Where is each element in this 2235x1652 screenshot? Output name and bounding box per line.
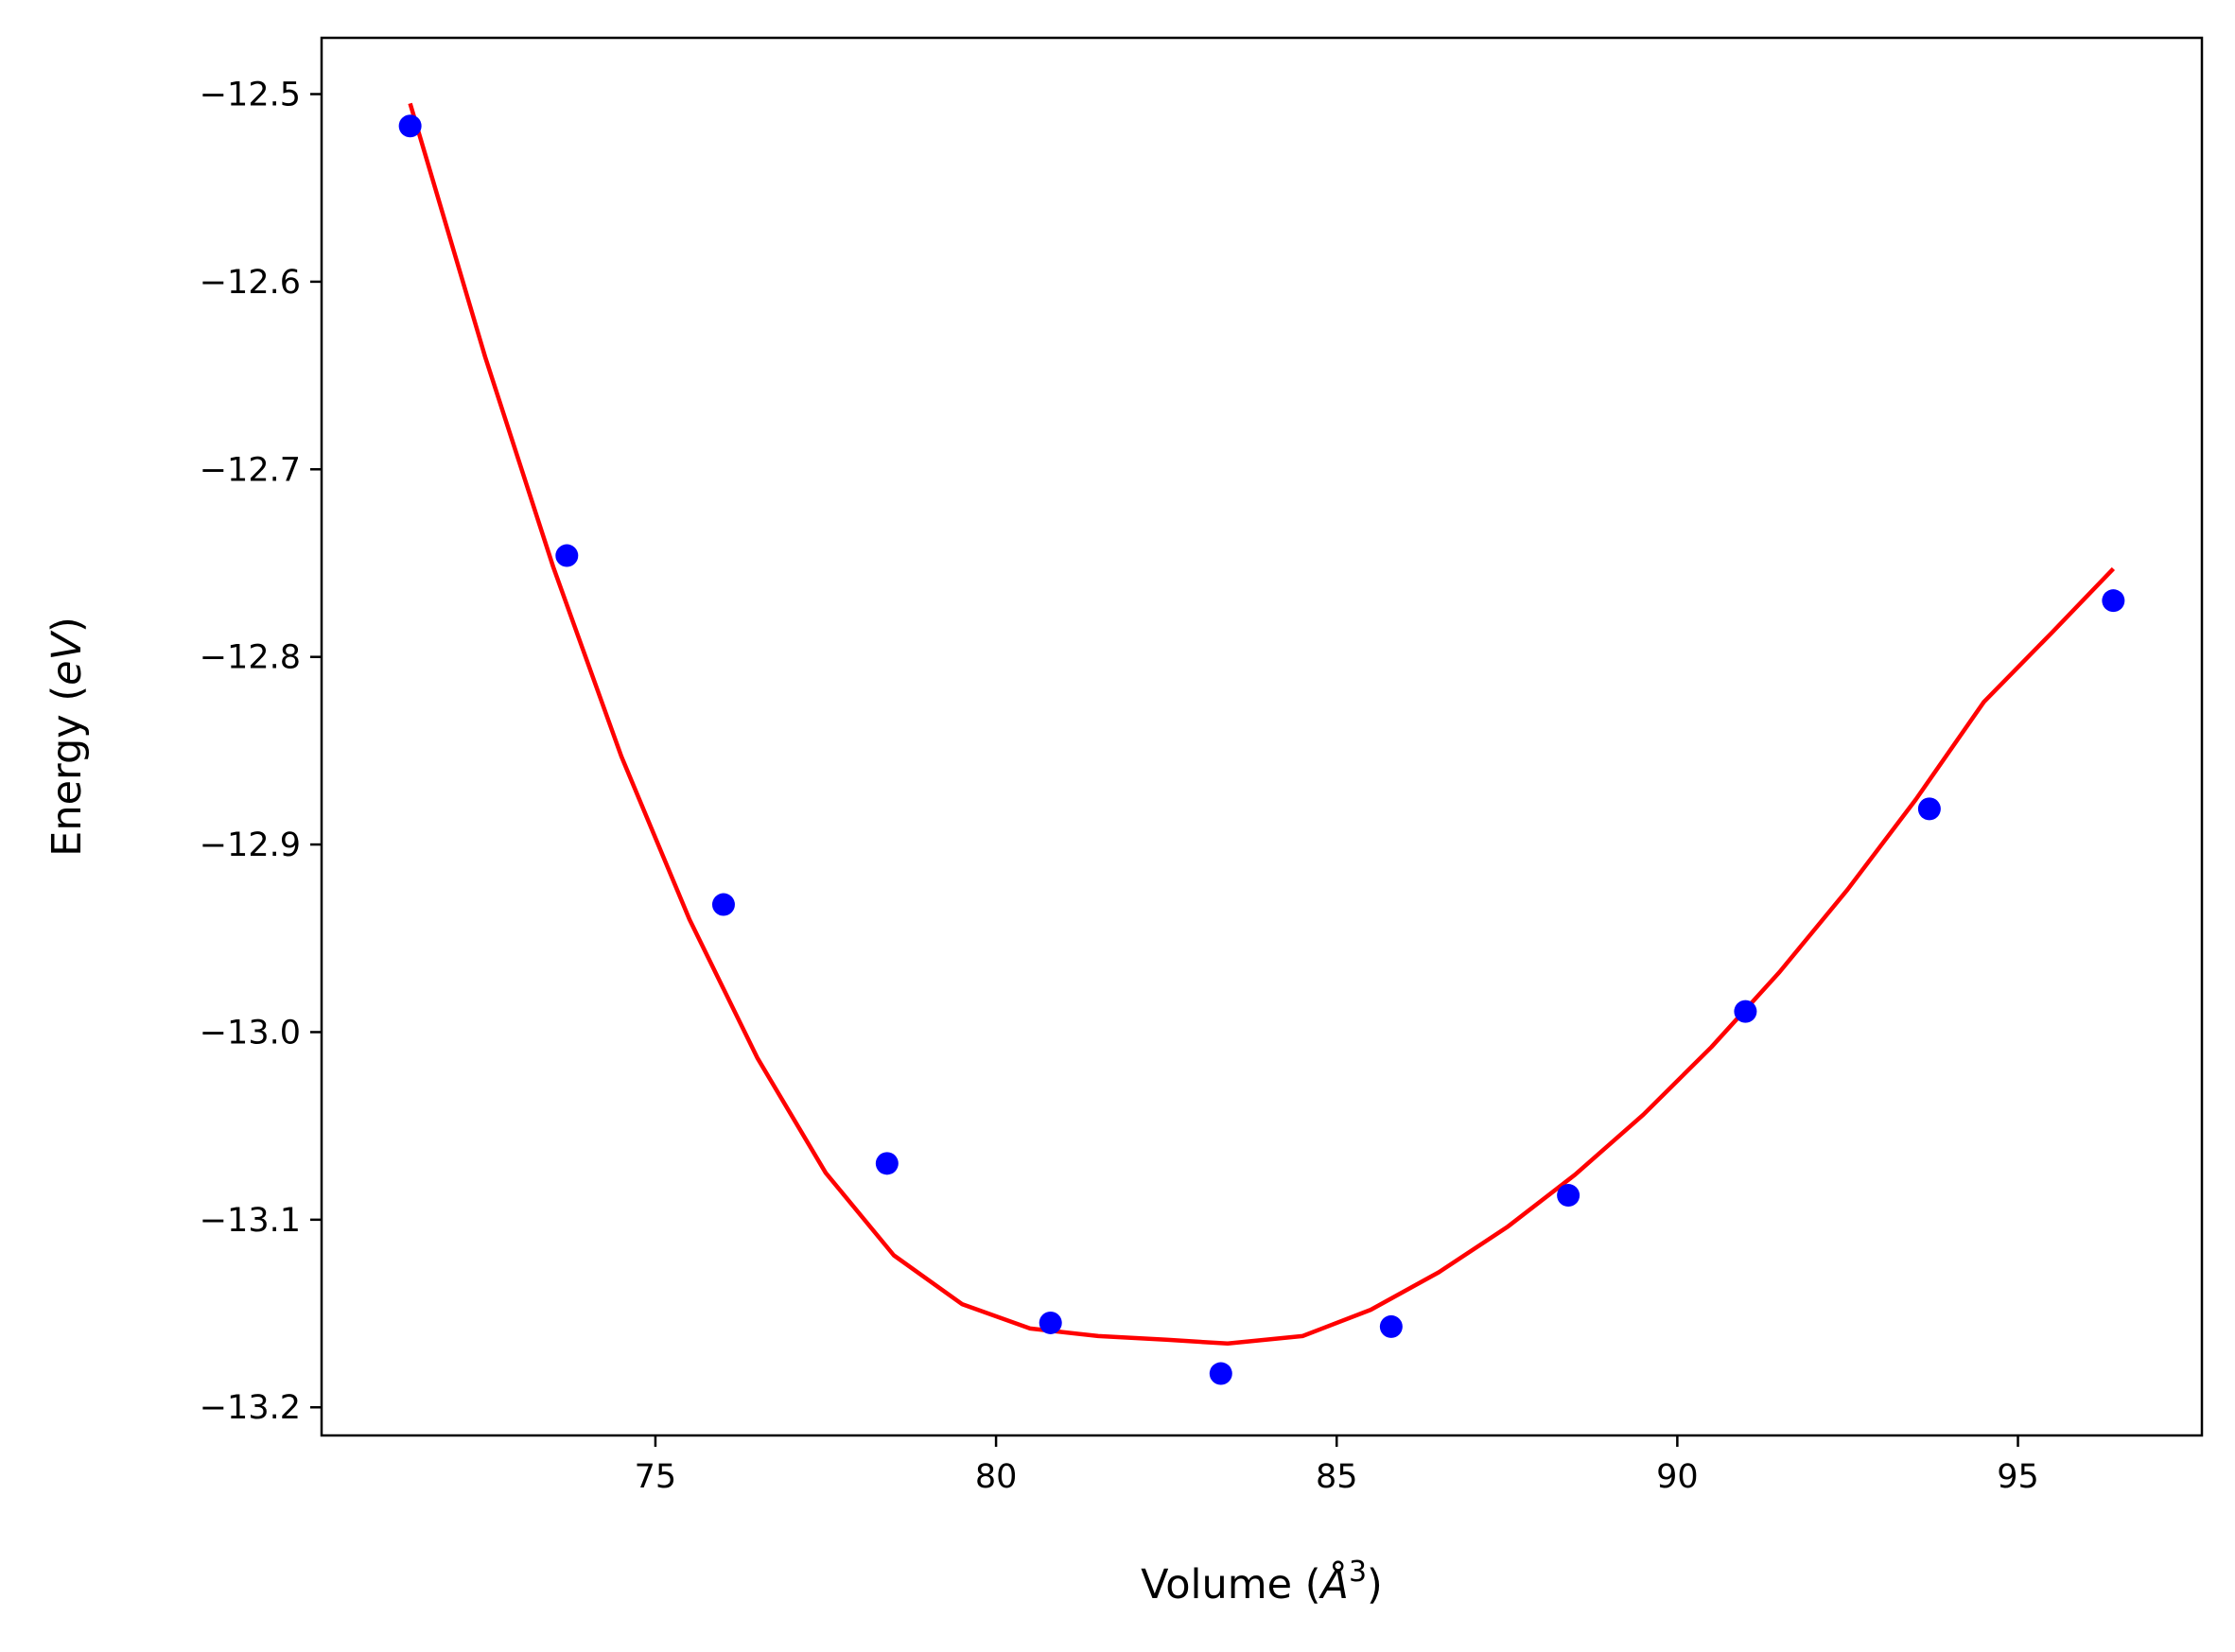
- x-label-suffix: ): [1367, 1561, 1383, 1609]
- data-point: [1039, 1311, 1062, 1334]
- y-tick-label: −13.1: [200, 1202, 301, 1240]
- y-tick-label: −12.9: [200, 826, 301, 864]
- y-tick-label: −13.2: [200, 1389, 301, 1427]
- data-point: [1557, 1184, 1580, 1208]
- x-tick-label: 85: [1316, 1458, 1358, 1496]
- y-axis: −12.5 −12.6 −12.7 −12.8 −12.9 −13.0 −13.1 −13.2: [200, 77, 322, 1427]
- x-tick-label: 90: [1656, 1458, 1699, 1496]
- plot-frame: [320, 36, 2204, 1437]
- data-point: [1734, 1000, 1757, 1023]
- x-label-text: Volume (: [1141, 1561, 1320, 1609]
- x-axis: 75 80 85 90 95: [635, 1435, 2039, 1496]
- series-layer: [398, 102, 2125, 1385]
- y-label-suffix: ): [44, 617, 91, 633]
- x-label-unit: Å: [1318, 1560, 1349, 1609]
- y-tick-label: −13.0: [200, 1014, 301, 1052]
- y-tick-label: −12.7: [200, 451, 301, 489]
- x-tick-label: 80: [975, 1458, 1018, 1496]
- plot-area: [320, 36, 2204, 1437]
- y-axis-label: Energy (eV): [44, 617, 91, 857]
- y-tick-label: −12.6: [200, 264, 301, 302]
- data-point: [1209, 1362, 1232, 1385]
- data-point: [875, 1152, 899, 1175]
- x-tick-label: 75: [635, 1458, 677, 1496]
- data-point: [398, 114, 422, 138]
- fit-curve: [408, 102, 2116, 1347]
- x-axis-label: Volume (Å3): [1141, 1556, 1383, 1609]
- data-point: [2102, 589, 2125, 613]
- y-label-text: Energy (: [44, 686, 91, 857]
- data-point: [1917, 797, 1941, 821]
- data-point: [555, 544, 579, 567]
- y-tick-label: −12.8: [200, 639, 301, 677]
- data-point: [711, 893, 735, 916]
- y-label-unit: eV: [44, 630, 91, 685]
- x-tick-label: 95: [1997, 1458, 2039, 1496]
- y-tick-label: −12.5: [200, 77, 301, 114]
- data-point: [1379, 1314, 1403, 1338]
- x-label-exponent: 3: [1349, 1556, 1367, 1589]
